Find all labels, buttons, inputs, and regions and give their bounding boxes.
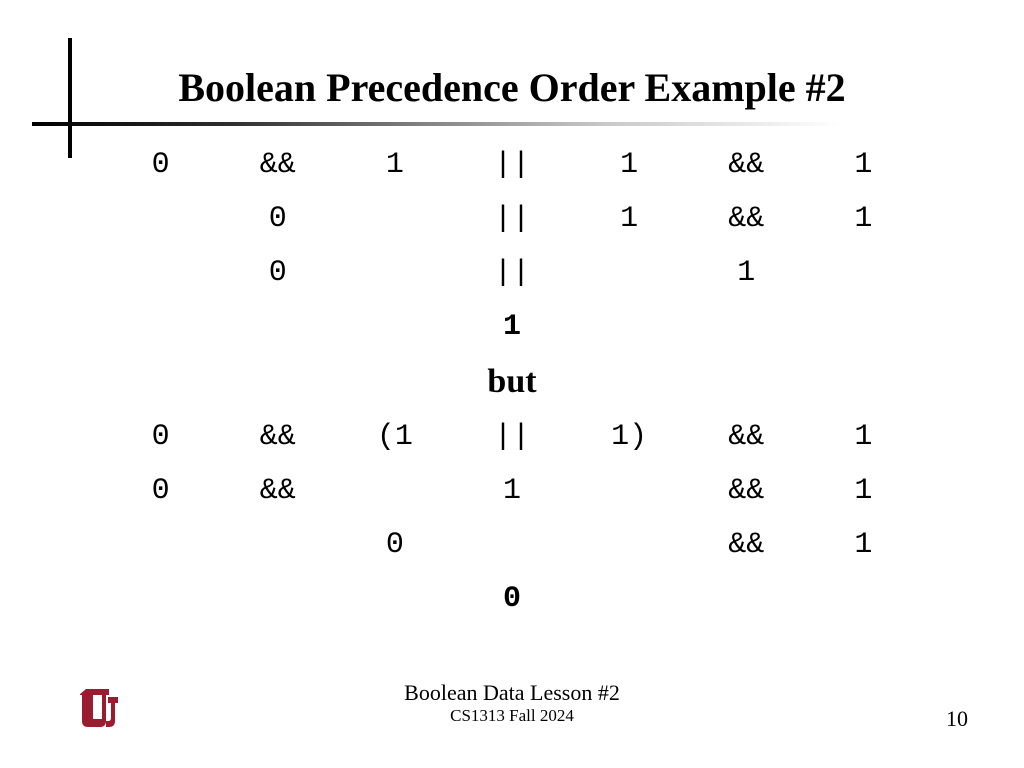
expression-cell: [336, 464, 453, 518]
slide-title: Boolean Precedence Order Example #2: [0, 64, 1024, 111]
footer-lesson-title: Boolean Data Lesson #2: [0, 680, 1024, 706]
expression-cell: &&: [219, 138, 336, 192]
expression-cell: 0: [219, 246, 336, 300]
expression-cell: [219, 518, 336, 572]
expression-cell: 1: [571, 192, 688, 246]
expression-cell: ||: [453, 410, 570, 464]
expression-grid-b: 0&&(1||1)&&10&&1&&10&&1: [0, 410, 1024, 572]
expression-cell: 1: [805, 518, 922, 572]
expression-cell: [453, 518, 570, 572]
accent-horizontal-line: [32, 122, 952, 126]
expression-cell: (1: [336, 410, 453, 464]
expression-cell: &&: [688, 518, 805, 572]
expression-cell: &&: [219, 410, 336, 464]
expression-cell: ||: [453, 246, 570, 300]
expression-cell: &&: [688, 192, 805, 246]
expression-cell: 0: [102, 410, 219, 464]
expression-cell: &&: [688, 410, 805, 464]
expression-row: 0&&(1||1)&&1: [102, 410, 922, 464]
expression-cell: 1): [571, 410, 688, 464]
expression-cell: [805, 246, 922, 300]
expression-grid-a: 0&&1||1&&10||1&&10||1: [0, 138, 1024, 300]
result-a: 1: [0, 300, 1024, 354]
expression-cell: [102, 246, 219, 300]
expression-cell: 1: [805, 192, 922, 246]
slide: Boolean Precedence Order Example #2 0&&1…: [0, 0, 1024, 768]
expression-row: 0&&1||1&&1: [102, 138, 922, 192]
expression-cell: 1: [453, 464, 570, 518]
expression-cell: &&: [688, 138, 805, 192]
footer-center: Boolean Data Lesson #2 CS1313 Fall 2024: [0, 680, 1024, 726]
expression-row: 0||1&&1: [102, 192, 922, 246]
separator-text: but: [0, 354, 1024, 410]
result-b: 0: [0, 572, 1024, 626]
expression-cell: 1: [805, 138, 922, 192]
expression-cell: 1: [688, 246, 805, 300]
expression-row: 0&&1&&1: [102, 464, 922, 518]
expression-cell: [336, 192, 453, 246]
expression-cell: ||: [453, 192, 570, 246]
expression-cell: 1: [805, 410, 922, 464]
expression-cell: 1: [571, 138, 688, 192]
expression-cell: &&: [219, 464, 336, 518]
expression-cell: ||: [453, 138, 570, 192]
footer-course-info: CS1313 Fall 2024: [0, 706, 1024, 726]
expression-cell: [102, 192, 219, 246]
expression-cell: 0: [219, 192, 336, 246]
expression-cell: [571, 464, 688, 518]
expression-row: 0 || 1: [102, 246, 922, 300]
expression-cell: 0: [102, 464, 219, 518]
expression-row: 0 &&1: [102, 518, 922, 572]
expression-cell: [102, 518, 219, 572]
page-number: 10: [946, 706, 968, 732]
expression-cell: [571, 246, 688, 300]
expression-cell: [336, 246, 453, 300]
expression-cell: 0: [336, 518, 453, 572]
expression-cell: [571, 518, 688, 572]
expression-cell: 1: [805, 464, 922, 518]
expression-cell: 1: [336, 138, 453, 192]
expression-cell: 0: [102, 138, 219, 192]
slide-footer: Boolean Data Lesson #2 CS1313 Fall 2024 …: [0, 680, 1024, 740]
expression-cell: &&: [688, 464, 805, 518]
slide-content: 0&&1||1&&10||1&&10||1 1 but 0&&(1||1)&&1…: [0, 138, 1024, 626]
